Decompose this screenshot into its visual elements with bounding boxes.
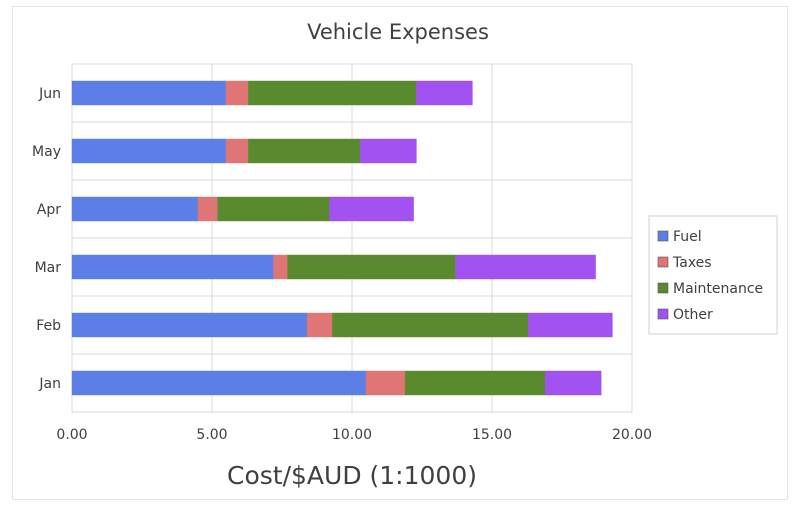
y-axis-labels: Jan Feb Mar Apr May Jun: [32, 86, 61, 392]
bar-segment-maintenance-mar: [287, 254, 456, 280]
y-tick-label: Mar: [35, 260, 62, 276]
bar-segment-other-jun: [416, 80, 473, 106]
bar-segment-maintenance-feb: [332, 312, 529, 338]
legend-swatch: [657, 308, 669, 320]
legend-swatch: [657, 230, 669, 242]
bar-segment-maintenance-may: [248, 138, 361, 164]
x-axis-title: Cost/$AUD (1:1000): [227, 461, 477, 490]
bar-segment-fuel-may: [71, 138, 227, 164]
x-tick-label: 15.00: [472, 427, 512, 443]
legend-swatch: [657, 256, 669, 268]
bar-segment-fuel-apr: [71, 196, 199, 222]
legend-swatch: [657, 282, 669, 294]
x-tick-label: 20.00: [612, 427, 652, 443]
bar-segment-taxes-feb: [306, 312, 333, 338]
x-tick-label: 5.00: [196, 427, 227, 443]
bar-segment-other-feb: [528, 312, 613, 338]
legend-label: Fuel: [673, 229, 702, 245]
bar-segment-maintenance-jun: [248, 80, 417, 106]
y-tick-label: Jan: [38, 376, 61, 392]
bar-segment-fuel-jun: [71, 80, 227, 106]
y-tick-label: Feb: [36, 318, 61, 334]
bar-segment-taxes-apr: [197, 196, 218, 222]
y-tick-label: May: [32, 144, 61, 160]
bar-segment-fuel-feb: [71, 312, 308, 338]
x-tick-label: 0.00: [56, 427, 87, 443]
y-tick-label: Apr: [37, 202, 61, 218]
legend-box: [648, 215, 778, 335]
bar-segment-maintenance-jan: [404, 370, 546, 396]
y-tick-label: Jun: [38, 86, 61, 102]
legend-label: Taxes: [672, 255, 712, 271]
legend: Fuel Taxes Maintenance Other: [648, 215, 778, 335]
x-axis-labels: 0.00 5.00 10.00 15.00 20.00: [56, 427, 652, 443]
bar-segment-other-mar: [455, 254, 596, 280]
legend-label: Other: [673, 307, 713, 323]
bar-segment-other-apr: [329, 196, 414, 222]
bar-segment-taxes-may: [225, 138, 249, 164]
x-tick-label: 10.00: [332, 427, 372, 443]
bars: [71, 80, 613, 396]
bar-segment-maintenance-apr: [217, 196, 330, 222]
bar-segment-taxes-jan: [365, 370, 406, 396]
gridlines: [71, 64, 633, 412]
bar-segment-taxes-mar: [273, 254, 288, 280]
bar-segment-other-may: [360, 138, 417, 164]
bar-segment-taxes-jun: [225, 80, 249, 106]
legend-label: Maintenance: [673, 281, 763, 297]
bar-segment-fuel-jan: [71, 370, 367, 396]
chart-title: Vehicle Expenses: [307, 20, 489, 44]
bar-segment-fuel-mar: [71, 254, 274, 280]
bar-segment-other-jan: [544, 370, 602, 396]
